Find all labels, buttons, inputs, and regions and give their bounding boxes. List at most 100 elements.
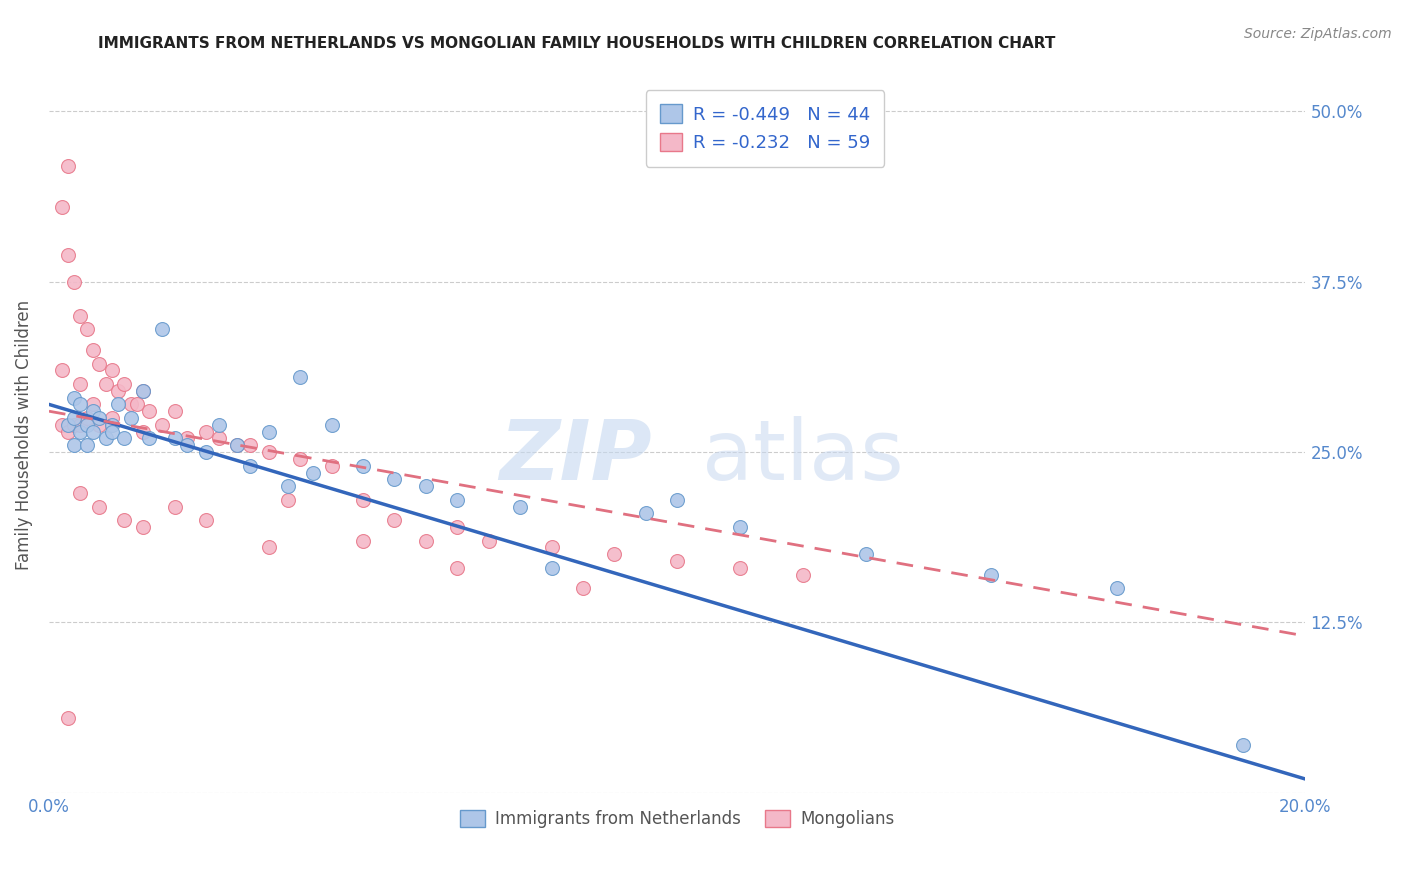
Point [107,397,129,411]
Point [195,513,218,527]
Point [69,397,91,411]
Point [163,500,186,514]
Point [150,417,173,432]
Point [56,159,79,173]
Point [277,479,299,493]
Text: Source: ZipAtlas.com: Source: ZipAtlas.com [1244,27,1392,41]
Point [132,425,155,439]
Point [89,500,111,514]
Point [101,363,124,377]
Point [176,438,198,452]
Point [82,397,104,411]
Point [107,384,129,398]
Point [94,432,117,446]
Legend: Immigrants from Netherlands, Mongolians: Immigrants from Netherlands, Mongolians [453,803,901,834]
Point [257,425,280,439]
Point [63,417,86,432]
Point [277,492,299,507]
Point [138,432,160,446]
Point [301,466,323,480]
Point [51,200,73,214]
Point [163,432,186,446]
Point [125,397,148,411]
Point [89,417,111,432]
Text: ZIP: ZIP [499,416,652,497]
Point [101,417,124,432]
Point [132,520,155,534]
Point [415,479,437,493]
Point [572,582,595,596]
Point [120,397,142,411]
Point [76,438,98,452]
Point [176,432,198,446]
Point [352,492,374,507]
Point [1105,582,1128,596]
Point [56,711,79,725]
Point [69,425,91,439]
Point [634,507,657,521]
Point [509,500,531,514]
Point [101,425,124,439]
Point [56,417,79,432]
Point [540,541,562,555]
Point [257,541,280,555]
Point [112,432,135,446]
Point [207,417,229,432]
Point [792,567,814,582]
Point [446,520,468,534]
Point [89,411,111,425]
Point [63,275,86,289]
Point [138,404,160,418]
Point [69,376,91,391]
Point [384,472,406,486]
Point [101,411,124,425]
Point [195,425,218,439]
Point [63,411,86,425]
Point [239,438,262,452]
Point [540,561,562,575]
Point [82,404,104,418]
Point [69,486,91,500]
Point [150,322,173,336]
Point [666,554,689,568]
Text: atlas: atlas [703,416,904,497]
Point [980,567,1002,582]
Point [56,425,79,439]
Point [89,357,111,371]
Point [384,513,406,527]
Point [1232,738,1254,752]
Point [112,513,135,527]
Point [94,376,117,391]
Point [290,451,312,466]
Point [666,492,689,507]
Point [69,309,91,323]
Point [163,404,186,418]
Point [321,458,343,473]
Point [226,438,249,452]
Point [120,411,142,425]
Point [195,445,218,459]
Point [728,520,751,534]
Point [239,458,262,473]
Point [290,370,312,384]
Point [76,417,98,432]
Point [207,432,229,446]
Point [855,547,877,561]
Point [352,533,374,548]
Point [112,376,135,391]
Point [82,343,104,357]
Point [446,492,468,507]
Point [63,438,86,452]
Point [321,417,343,432]
Point [415,533,437,548]
Point [478,533,501,548]
Point [132,384,155,398]
Y-axis label: Family Households with Children: Family Households with Children [15,300,32,570]
Text: IMMIGRANTS FROM NETHERLANDS VS MONGOLIAN FAMILY HOUSEHOLDS WITH CHILDREN CORRELA: IMMIGRANTS FROM NETHERLANDS VS MONGOLIAN… [98,36,1056,51]
Point [51,363,73,377]
Point [226,438,249,452]
Point [63,391,86,405]
Point [446,561,468,575]
Point [69,417,91,432]
Point [76,322,98,336]
